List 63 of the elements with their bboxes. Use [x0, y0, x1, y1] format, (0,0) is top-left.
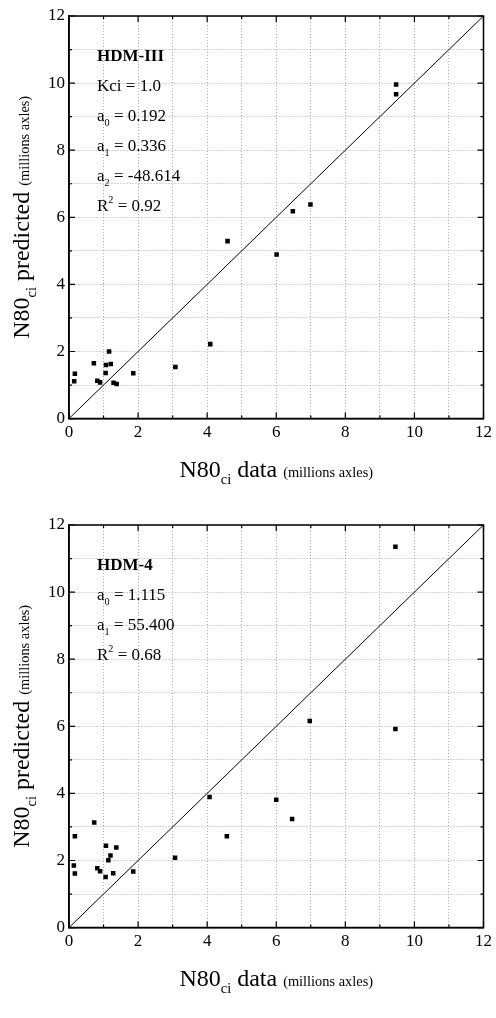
x-tick-label: 10 — [405, 422, 423, 442]
point — [290, 209, 296, 214]
x-tick-label: 2 — [133, 422, 143, 442]
point — [274, 252, 279, 257]
annotation: HDM-4 — [97, 555, 154, 574]
x-tick-label: 2 — [133, 931, 143, 951]
point — [130, 371, 136, 376]
point — [114, 381, 119, 387]
point — [108, 853, 113, 858]
point — [393, 82, 399, 87]
point — [173, 364, 178, 370]
y-tick-label: 8 — [56, 648, 65, 668]
y-tick-label: 2 — [56, 849, 65, 869]
y-tick-label: 12 — [48, 514, 65, 534]
x-tick-label: 12 — [475, 422, 492, 442]
point — [72, 834, 78, 839]
point — [307, 718, 313, 724]
y-tick-label: 6 — [56, 715, 65, 735]
x-tick-label: 8 — [341, 931, 350, 951]
point — [273, 797, 279, 803]
point — [103, 370, 108, 376]
y-tick-label: 2 — [56, 340, 65, 360]
point — [225, 238, 230, 244]
point — [393, 726, 398, 732]
y-tick-label: 10 — [48, 72, 65, 92]
point — [97, 380, 103, 385]
point — [91, 360, 97, 366]
annotation: HDM-III — [97, 46, 165, 65]
x-tick-label: 4 — [202, 931, 212, 951]
point — [114, 845, 119, 850]
point — [71, 863, 77, 868]
point — [72, 871, 78, 876]
x-tick-label: 8 — [341, 422, 350, 442]
point — [72, 371, 78, 376]
point — [106, 857, 111, 863]
point — [130, 869, 136, 874]
point — [103, 874, 108, 880]
annotation: Kci = 1.0 — [97, 76, 161, 95]
point — [308, 202, 313, 207]
x-tick-label: 6 — [272, 931, 281, 951]
y-axis-title: N80ci predicted (millions axles) — [8, 604, 40, 848]
x-tick-label: 4 — [202, 422, 212, 442]
y-tick-label: 12 — [48, 5, 65, 25]
y-tick-label: 6 — [56, 206, 65, 226]
point — [106, 349, 112, 354]
point — [208, 341, 213, 347]
y-axis-title: N80ci predicted (millions axles) — [8, 95, 40, 339]
point — [110, 870, 116, 876]
y-tick-label: 4 — [56, 273, 66, 293]
y-tick-label: 4 — [56, 782, 66, 802]
x-tick-label: 10 — [405, 931, 423, 951]
point — [71, 379, 77, 384]
x-tick-label: 6 — [272, 422, 281, 442]
point — [207, 794, 212, 800]
x-tick-label: 12 — [475, 931, 492, 951]
point — [393, 544, 398, 550]
y-tick-label: 0 — [56, 408, 65, 428]
point — [91, 820, 97, 825]
y-tick-label: 8 — [56, 139, 65, 159]
y-tick-label: 0 — [56, 917, 65, 937]
point — [103, 843, 109, 848]
y-tick-label: 10 — [48, 581, 65, 601]
point — [224, 834, 230, 839]
